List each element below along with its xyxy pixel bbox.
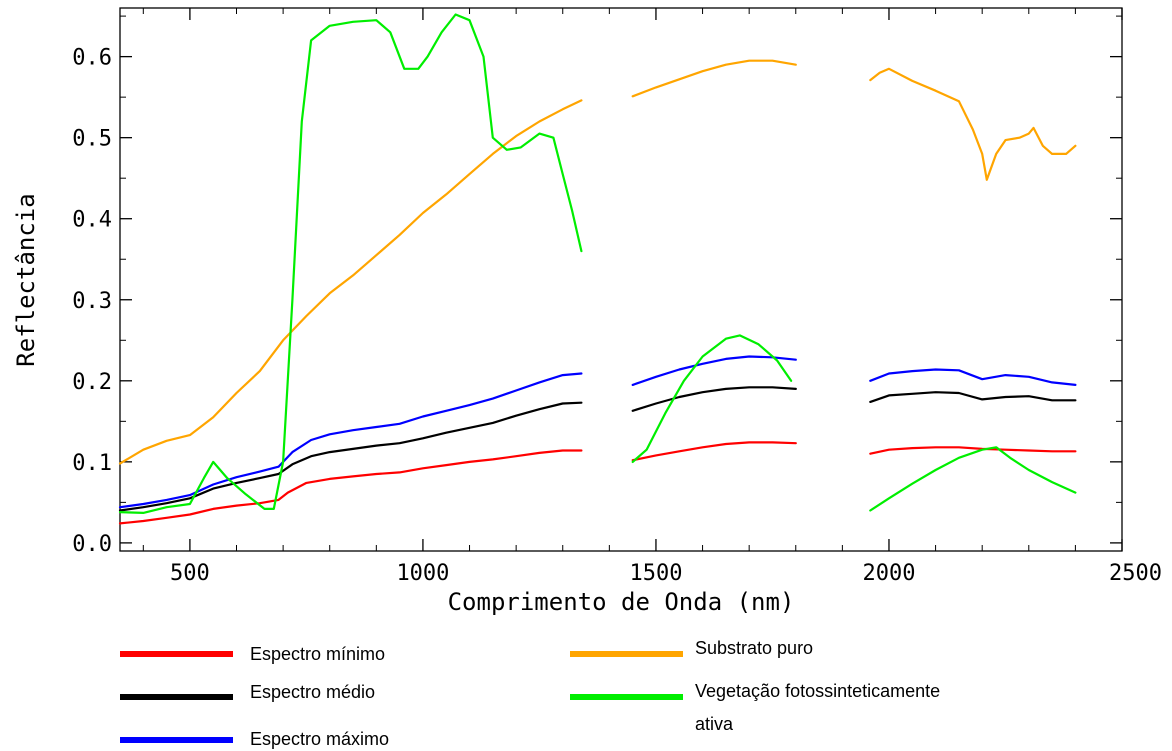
plot-frame [119,7,1123,552]
x-tick-label: 2000 [862,561,915,586]
legend-label-vegetacao: Vegetação fotossinteticamente [695,681,940,701]
series-line-0-segment-2 [869,446,1077,455]
series-line-3-segment-0 [118,99,583,465]
legend-label-vegetacao-line2: ativa [695,714,734,734]
series-line-0-segment-1 [631,441,797,462]
x-tick-label: 2500 [1109,561,1162,586]
legend-label-minimo: Espectro mínimo [250,644,385,664]
series-layer [118,13,1077,525]
x-axis-ticks: 500 1000 1500 2000 2500 [142,8,1162,586]
legend: Espectro mínimo Espectro médio Espectro … [120,638,940,749]
series-line-4-segment-1 [631,334,793,463]
y-tick-label: 0.1 [72,451,112,476]
legend-label-substrato: Substrato puro [695,638,813,658]
series-line-1-segment-0 [118,401,583,512]
y-tick-label: 0.2 [72,370,112,395]
series-line-2-segment-0 [118,372,583,509]
series-line-0-segment-0 [118,449,583,525]
y-tick-label: 0.5 [72,127,112,152]
y-tick-label: 0.6 [72,46,112,71]
series-line-4-segment-0 [118,13,583,514]
legend-label-maximo: Espectro máximo [250,729,389,749]
x-tick-label: 1000 [396,561,449,586]
series-line-2-segment-1 [631,355,797,386]
y-axis-title: Reflectância [12,193,40,366]
series-line-4-segment-2 [869,446,1077,512]
x-axis-title: Comprimento de Onda (nm) [448,588,795,616]
series-line-1-segment-1 [631,386,797,412]
x-tick-label: 1500 [629,561,682,586]
series-line-3-segment-2 [869,67,1077,181]
series-line-1-segment-2 [869,391,1077,403]
y-tick-label: 0.4 [72,208,112,233]
series-line-3-segment-1 [631,59,797,98]
series-line-2-segment-2 [869,368,1077,386]
legend-label-medio: Espectro médio [250,682,375,702]
y-tick-label: 0.3 [72,289,112,314]
x-tick-label: 500 [170,561,210,586]
y-tick-label: 0.0 [72,532,112,557]
y-axis-ticks: 0.0 0.1 0.2 0.3 0.4 0.5 0.6 [72,15,1122,557]
